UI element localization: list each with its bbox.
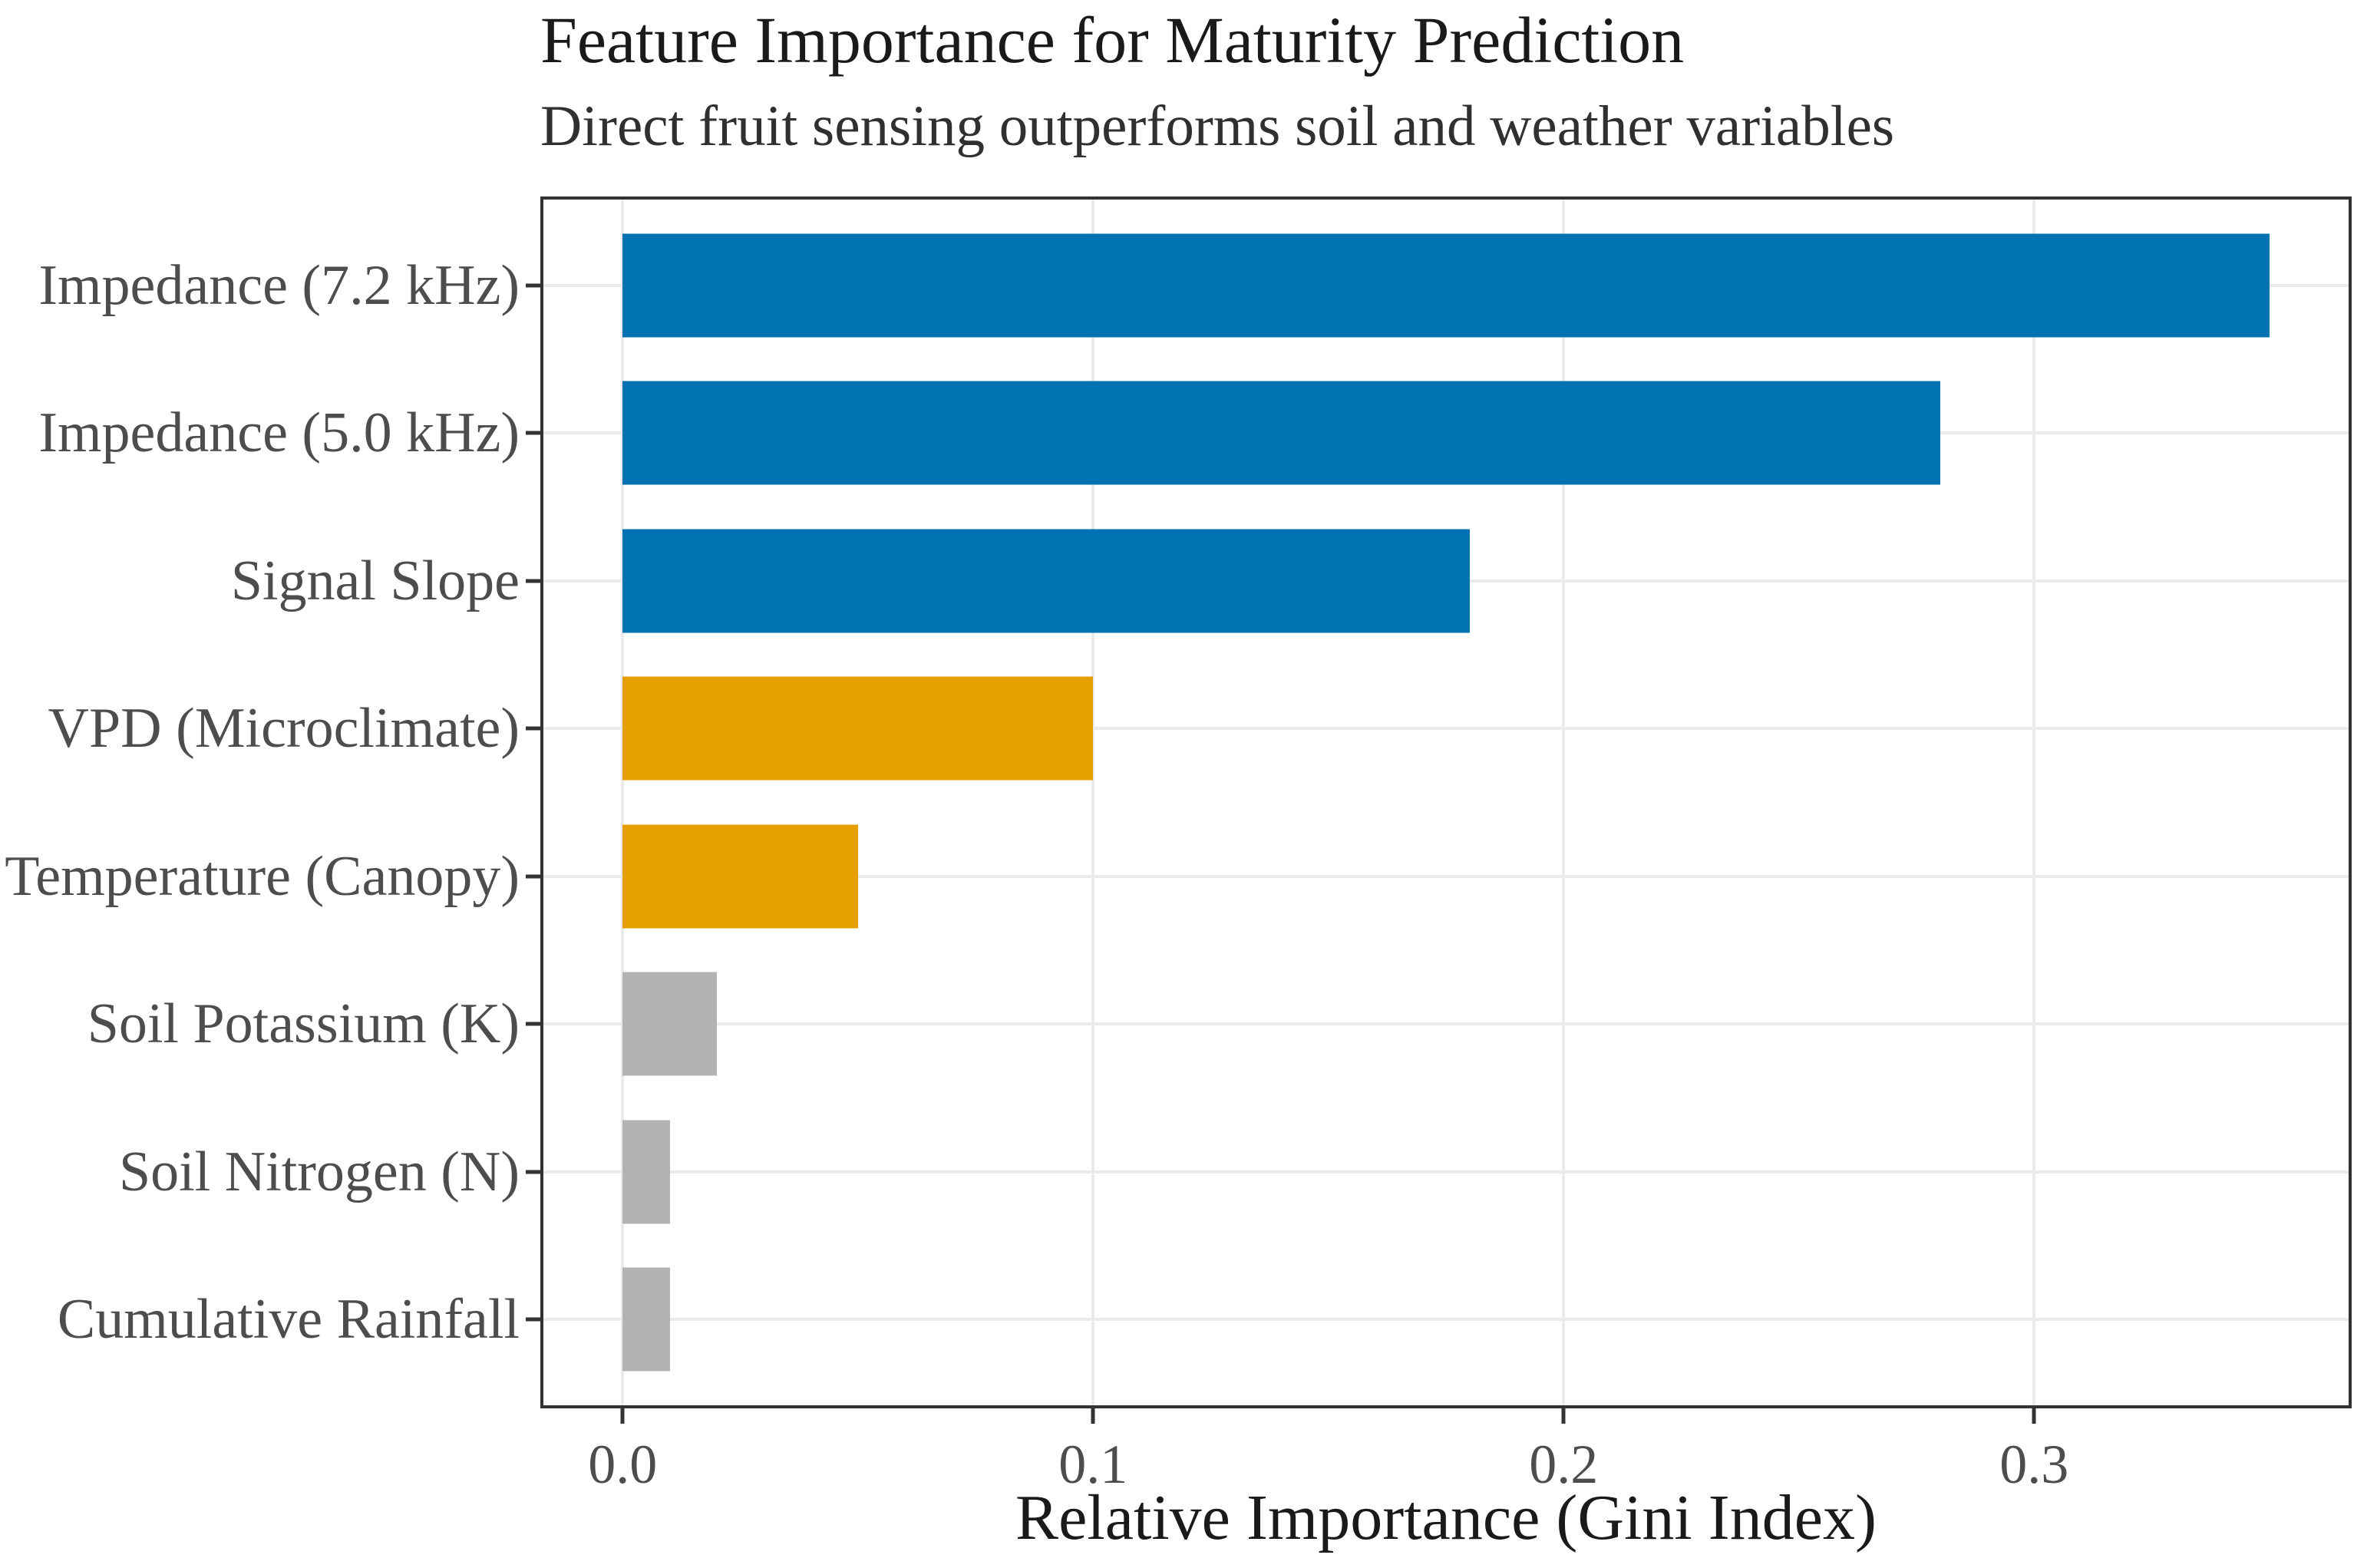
plot-panel [540,196,2352,1408]
x-tick-label: 0.1 [1058,1434,1128,1495]
y-gridline [540,727,2352,731]
chart-subtitle: Direct fruit sensing outperforms soil an… [540,94,1895,158]
chart-title: Feature Importance for Maturity Predicti… [540,3,1685,77]
y-gridline [540,1022,2352,1026]
x-gridline [1562,196,1566,1408]
y-axis-label: Impedance (5.0 kHz) [38,401,520,465]
y-axis-label: Cumulative Rainfall [57,1288,520,1352]
y-tick [526,431,540,435]
y-gridline [540,874,2352,878]
bar-soil-potassium-k [622,972,717,1076]
x-gridline [1091,196,1095,1408]
x-tick-label: 0.2 [1529,1434,1599,1495]
bar-impedance-7-2-khz [622,233,2270,338]
x-tick-label: 0.0 [588,1434,658,1495]
y-gridline [540,1170,2352,1174]
y-gridline [540,1318,2352,1322]
bar-signal-slope [622,529,1470,633]
y-axis-label: Soil Potassium (K) [87,992,520,1056]
x-axis-title: Relative Importance (Gini Index) [1015,1482,1877,1553]
y-axis-label: Soil Nitrogen (N) [118,1140,520,1203]
bar-cumulative-rainfall [622,1267,670,1372]
y-tick [526,283,540,288]
y-axis-label: VPD (Microclimate) [48,697,520,761]
x-tick [2032,1408,2036,1424]
x-gridline [2032,196,2036,1408]
y-tick [526,579,540,583]
x-tick [1091,1408,1095,1424]
x-tick [620,1408,625,1424]
y-axis-label: Signal Slope [230,549,520,612]
x-gridline [621,196,625,1408]
y-axis-label: Impedance (7.2 kHz) [38,253,520,317]
y-tick [526,726,540,731]
x-tick [1561,1408,1566,1424]
x-tick-label: 0.3 [1999,1434,2069,1495]
bar-soil-nitrogen-n [622,1120,670,1224]
y-tick [526,1317,540,1322]
y-tick [526,1022,540,1026]
bar-impedance-5-0-khz [622,381,1940,485]
y-tick [526,874,540,879]
bar-vpd-microclimate [622,676,1094,781]
y-axis-label: Temperature (Canopy) [5,844,520,908]
y-tick [526,1170,540,1174]
bar-temperature-canopy [622,824,858,929]
